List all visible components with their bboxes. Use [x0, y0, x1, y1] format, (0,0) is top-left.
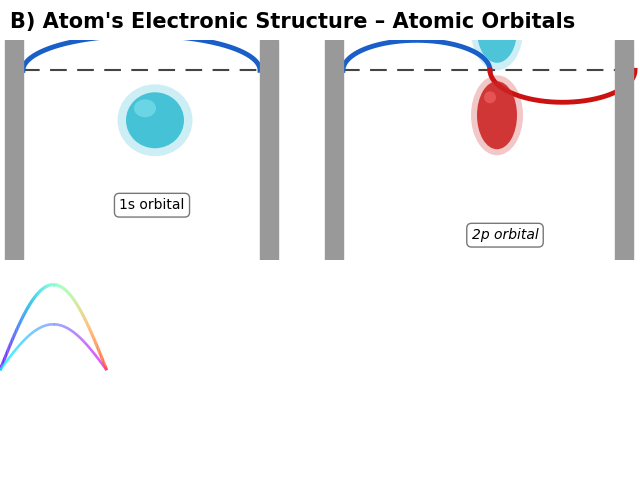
Text: 1s orbital: 1s orbital [119, 198, 185, 212]
Ellipse shape [477, 81, 517, 149]
Bar [5, 40, 23, 260]
Ellipse shape [477, 0, 517, 63]
Ellipse shape [471, 0, 523, 70]
Ellipse shape [118, 84, 193, 156]
Ellipse shape [471, 75, 523, 155]
Ellipse shape [134, 99, 156, 117]
Ellipse shape [484, 91, 496, 103]
Ellipse shape [126, 92, 184, 148]
Bar [615, 40, 633, 260]
Bar [260, 40, 278, 260]
Text: 2p orbital: 2p orbital [472, 228, 538, 242]
Text: B) Atom's Electronic Structure – Atomic Orbitals: B) Atom's Electronic Structure – Atomic … [10, 12, 575, 32]
Ellipse shape [483, 4, 497, 20]
Bar [325, 40, 343, 260]
